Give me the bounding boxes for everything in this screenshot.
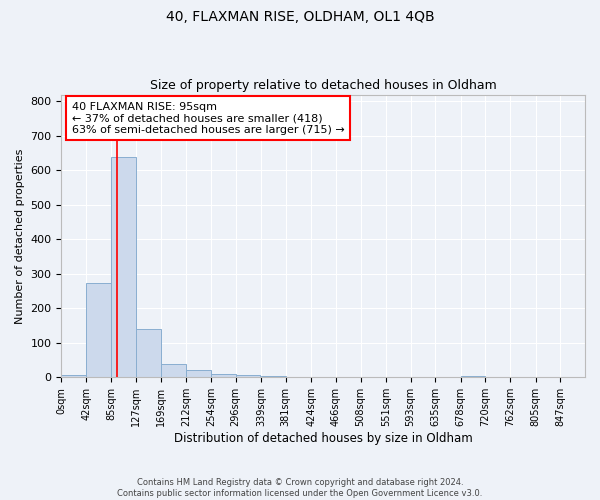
Bar xyxy=(86,282,111,378)
Bar xyxy=(461,376,485,378)
Bar xyxy=(336,376,361,378)
Bar xyxy=(61,374,86,378)
X-axis label: Distribution of detached houses by size in Oldham: Distribution of detached houses by size … xyxy=(174,432,473,445)
Bar xyxy=(211,374,236,378)
Bar xyxy=(236,376,260,378)
Bar xyxy=(136,329,161,378)
Bar xyxy=(311,376,336,378)
Text: 40, FLAXMAN RISE, OLDHAM, OL1 4QB: 40, FLAXMAN RISE, OLDHAM, OL1 4QB xyxy=(166,10,434,24)
Text: Contains HM Land Registry data © Crown copyright and database right 2024.
Contai: Contains HM Land Registry data © Crown c… xyxy=(118,478,482,498)
Title: Size of property relative to detached houses in Oldham: Size of property relative to detached ho… xyxy=(150,79,497,92)
Bar xyxy=(261,376,286,378)
Bar xyxy=(161,364,185,378)
Bar xyxy=(112,156,136,378)
Text: 40 FLAXMAN RISE: 95sqm
← 37% of detached houses are smaller (418)
63% of semi-de: 40 FLAXMAN RISE: 95sqm ← 37% of detached… xyxy=(72,102,344,135)
Bar xyxy=(186,370,211,378)
Bar xyxy=(286,376,311,378)
Y-axis label: Number of detached properties: Number of detached properties xyxy=(15,148,25,324)
